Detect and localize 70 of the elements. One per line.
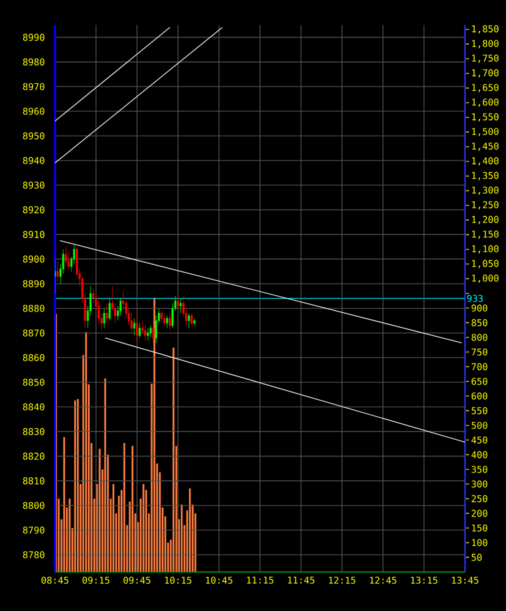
y2-tick-label: 1,850 [472, 25, 499, 34]
x-tick-label: 08:45 [42, 576, 68, 584]
y-tick-label: 8960 [23, 108, 44, 115]
y2-tick-label: 1,050 [472, 260, 499, 268]
y2-tick-label: 1,650 [472, 84, 499, 92]
y2-tick-label: 1,250 [472, 201, 499, 210]
y2-tick-label: 850 [472, 319, 488, 326]
y-tick-label: 8990 [23, 34, 44, 41]
y2-tick-label: 1,400 [472, 157, 499, 166]
y2-tick-label: 1,150 [472, 230, 499, 239]
y2-tick-label: 500 [472, 422, 488, 429]
y2-tick-label: 450 [471, 436, 488, 444]
y2-tick-label: 150 [472, 524, 488, 532]
y-tick-label: 8870 [23, 329, 44, 337]
y2-tick-label: 600 [472, 392, 488, 400]
x-tick-label: 09:15 [82, 576, 110, 584]
y2-tick-label: 700 [472, 363, 488, 370]
y-tick-label: 8970 [23, 83, 44, 90]
y2-tick-label: 750 [472, 348, 488, 356]
y2-tick-label: 50 [472, 554, 482, 561]
y2-tick-label: 1,000 [472, 274, 499, 283]
y-tick-label: 8910 [23, 230, 44, 238]
y2-tick-label: 1,700 [472, 69, 499, 78]
y-tick-label: 8790 [23, 526, 44, 534]
y2-tick-label: 900 [472, 304, 488, 312]
ref-line-label: 933 [467, 294, 483, 302]
y2-tick-label: 350 [472, 466, 488, 473]
y-tick-label: 8860 [23, 354, 44, 362]
y2-tick-label: 300 [472, 480, 488, 488]
y-tick-label: 8820 [23, 452, 44, 460]
x-tick-label: 12:15 [329, 576, 356, 584]
x-tick-label: 12:45 [370, 576, 396, 584]
y-tick-label: 8920 [23, 206, 44, 214]
x-tick-label: 10:45 [206, 576, 232, 584]
y2-tick-label: 1,500 [472, 128, 499, 136]
x-tick-label: 11:45 [288, 576, 314, 584]
y-tick-label: 8840 [23, 403, 44, 410]
y-tick-label: 8890 [23, 280, 44, 288]
y2-tick-label: 1,300 [472, 186, 499, 195]
y2-tick-label: 550 [472, 407, 488, 414]
y2-tick-label: 100 [472, 539, 488, 546]
y2-tick-label: 650 [472, 378, 488, 385]
x-tick-label: 09:45 [124, 576, 150, 584]
y2-tick-label: 1,350 [472, 172, 499, 180]
y-tick-label: 8780 [23, 551, 44, 558]
y-tick-label: 8930 [23, 182, 44, 189]
y-tick-label: 8900 [23, 256, 44, 263]
y-tick-label: 8980 [23, 58, 44, 66]
y2-tick-label: 1,550 [472, 113, 499, 122]
y-tick-label: 8800 [23, 502, 44, 509]
y2-tick-label: 1,100 [472, 245, 499, 254]
y-tick-label: 8880 [23, 304, 44, 312]
y2-tick-label: 1,750 [472, 54, 499, 63]
y2-tick-label: 1,200 [472, 216, 499, 224]
x-tick-label: 10:15 [165, 576, 192, 584]
y2-tick-label: 1,450 [472, 142, 499, 151]
x-tick-label: 13:15 [411, 576, 438, 584]
y2-tick-label: 200 [472, 510, 488, 517]
x-tick-label: 11:15 [247, 576, 274, 584]
y2-tick-label: 250 [472, 495, 488, 502]
y-tick-label: 8850 [23, 378, 44, 386]
y2-tick-label: 400 [471, 451, 488, 458]
x-tick-label: 13:45 [452, 576, 478, 584]
y-tick-label: 8940 [23, 156, 44, 164]
y-tick-label: 8830 [23, 428, 44, 436]
y-tick-label: 8810 [23, 477, 44, 484]
y2-tick-label: 1,600 [472, 98, 499, 107]
y2-tick-label: 1,800 [472, 40, 499, 48]
y-tick-label: 8950 [23, 132, 44, 140]
y2-tick-label: 800 [472, 334, 488, 341]
